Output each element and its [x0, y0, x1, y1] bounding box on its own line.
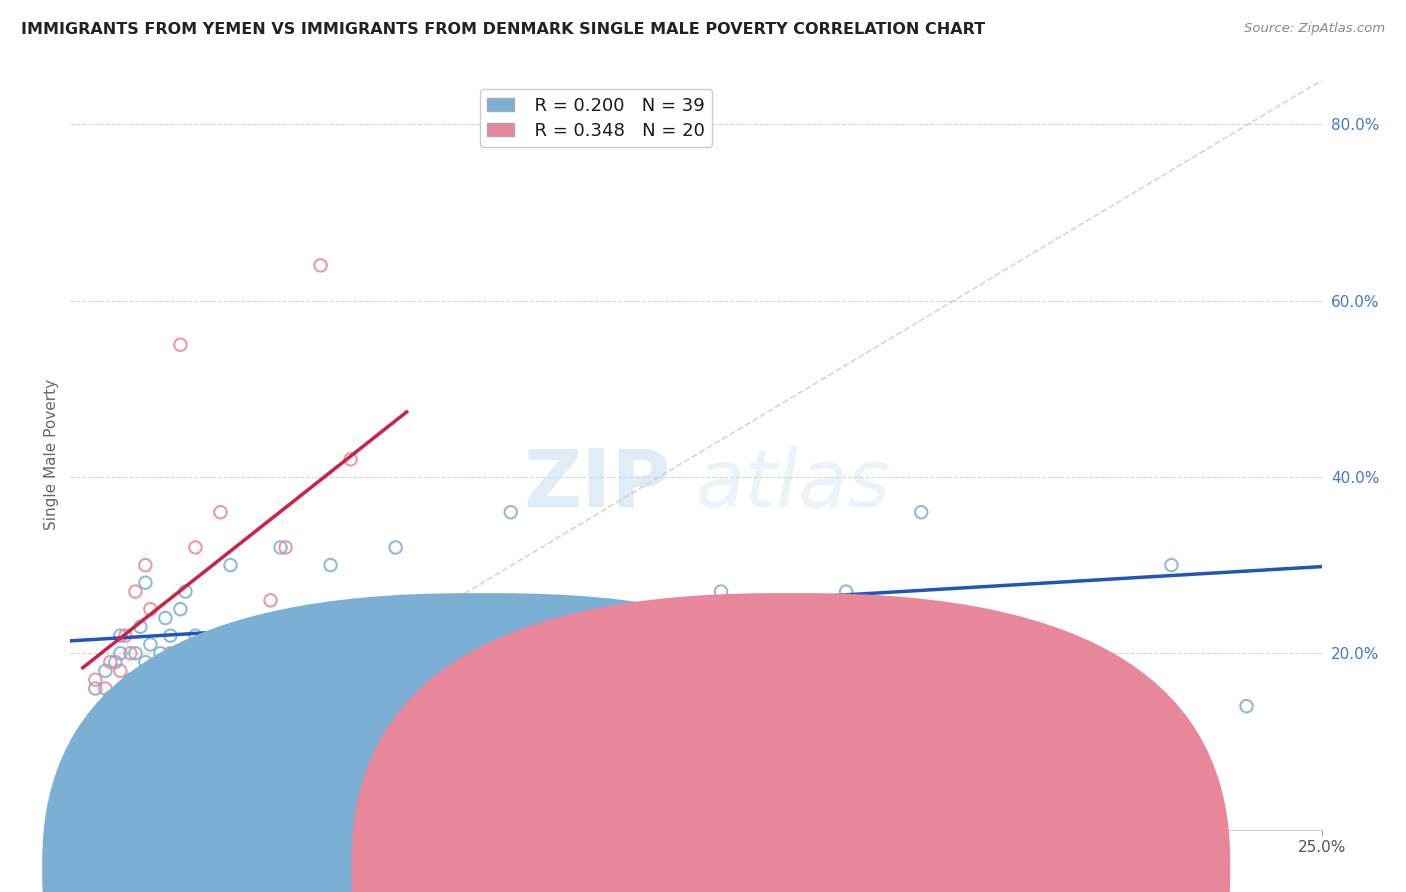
Point	[835, 584, 858, 599]
Point	[134, 558, 156, 573]
Point	[98, 690, 121, 705]
Point	[110, 646, 132, 660]
Point	[309, 664, 332, 678]
Point	[184, 541, 207, 555]
Point	[184, 629, 207, 643]
Point	[270, 541, 292, 555]
Point	[149, 646, 172, 660]
Point	[120, 646, 142, 660]
Legend:   R = 0.200   N = 39,   R = 0.348   N = 20: R = 0.200 N = 39, R = 0.348 N = 20	[479, 89, 713, 147]
Point	[1236, 699, 1258, 714]
Point	[485, 629, 508, 643]
Point	[219, 558, 242, 573]
Point	[120, 673, 142, 687]
Point	[149, 655, 172, 669]
Point	[104, 690, 127, 705]
Point	[110, 629, 132, 643]
Point	[209, 505, 232, 519]
Point	[209, 629, 232, 643]
Point	[145, 673, 167, 687]
Point	[374, 629, 396, 643]
Point	[309, 259, 332, 273]
Point	[339, 452, 361, 467]
Point	[335, 637, 357, 651]
Point	[194, 646, 217, 660]
Point	[499, 505, 522, 519]
Point	[1160, 558, 1182, 573]
Point	[259, 629, 281, 643]
Text: ZIP: ZIP	[523, 446, 671, 524]
Point	[165, 655, 187, 669]
Point	[84, 681, 107, 696]
Point	[169, 337, 191, 351]
Point	[235, 646, 257, 660]
Point	[104, 655, 127, 669]
Text: IMMIGRANTS FROM YEMEN VS IMMIGRANTS FROM DENMARK SINGLE MALE POVERTY CORRELATION: IMMIGRANTS FROM YEMEN VS IMMIGRANTS FROM…	[21, 22, 986, 37]
Point	[274, 541, 297, 555]
Point	[84, 673, 107, 687]
Text: Immigrants from Denmark: Immigrants from Denmark	[815, 863, 1019, 878]
Point	[384, 541, 406, 555]
Point	[124, 584, 146, 599]
Point	[134, 575, 156, 590]
Point	[110, 664, 132, 678]
Point	[124, 646, 146, 660]
Point	[319, 558, 342, 573]
Point	[159, 646, 181, 660]
Point	[159, 629, 181, 643]
Point	[114, 629, 136, 643]
Point	[94, 681, 117, 696]
Point	[174, 584, 197, 599]
Point	[139, 637, 162, 651]
Point	[259, 593, 281, 607]
Point	[139, 602, 162, 616]
Point	[155, 611, 177, 625]
Point	[319, 673, 342, 687]
Text: Immigrants from Yemen: Immigrants from Yemen	[506, 863, 690, 878]
Y-axis label: Single Male Poverty: Single Male Poverty	[44, 379, 59, 531]
Point	[129, 620, 152, 634]
Point	[94, 664, 117, 678]
Point	[98, 655, 121, 669]
Point	[910, 505, 932, 519]
Point	[360, 602, 382, 616]
Text: Source: ZipAtlas.com: Source: ZipAtlas.com	[1244, 22, 1385, 36]
Point	[134, 655, 156, 669]
Point	[169, 602, 191, 616]
Point	[710, 584, 733, 599]
Text: atlas: atlas	[696, 446, 891, 524]
